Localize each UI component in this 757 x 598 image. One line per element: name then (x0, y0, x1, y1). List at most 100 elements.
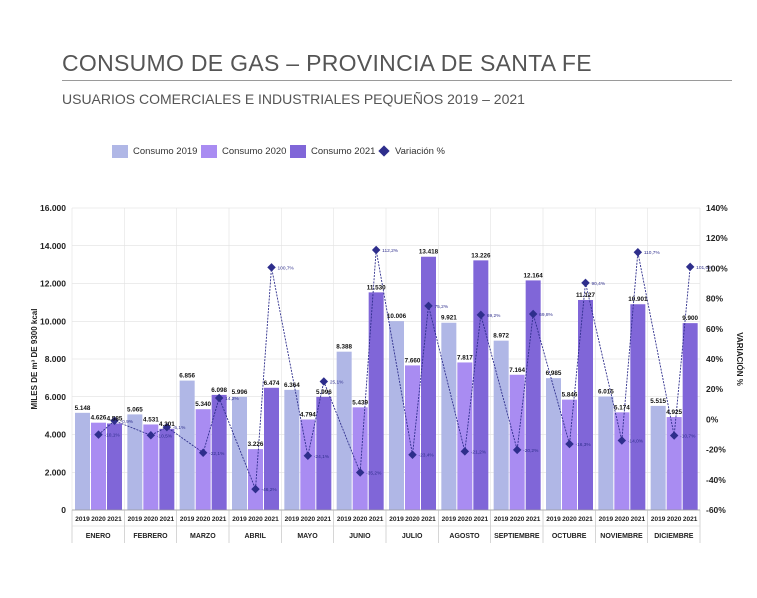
x-year-label: 2021 (369, 516, 384, 523)
variation-marker (371, 245, 381, 255)
bar-value-label: 4.531 (143, 416, 159, 423)
x-category-label: NOVIEMBRE (600, 533, 643, 540)
legend-swatch-2020 (201, 145, 217, 158)
variation-label: -10,5% (157, 433, 173, 439)
variation-label: -16,3% (576, 442, 592, 448)
variation-marker (267, 263, 276, 272)
x-year-label: 2019 (180, 516, 195, 523)
bar-abril-2021 (264, 387, 279, 510)
variation-label: 90,4% (592, 281, 606, 287)
bar-value-label: 5.996 (232, 389, 248, 396)
variation-marker (146, 431, 156, 440)
variation-marker (528, 309, 538, 319)
bar-value-label: 7.660 (405, 357, 421, 364)
x-year-label: 2019 (128, 516, 143, 523)
y2-tick-label: -60% (706, 505, 726, 515)
variation-label: -21,2% (471, 449, 487, 455)
x-year-label: 2021 (683, 516, 698, 523)
bar-diciembre-2019 (650, 405, 666, 510)
bar-value-label: 8.388 (336, 344, 352, 351)
bar-diciembre-2020 (666, 417, 682, 510)
variation-marker (565, 439, 574, 449)
y-axis-title: MILES DE m³ DE 9300 kcal (30, 309, 39, 410)
bar-febrero-2021 (159, 428, 175, 510)
bar-marzo-2019 (179, 380, 195, 510)
variation-label: -22,1% (209, 451, 225, 457)
x-category-label: SEPTIEMBRE (494, 533, 540, 540)
bar-octubre-2020 (562, 399, 577, 510)
variation-line (98, 249, 691, 490)
bar-value-label: 4.925 (666, 409, 682, 416)
variation-marker (476, 310, 486, 320)
bar-value-label: 5.846 (562, 392, 578, 399)
bar-value-label: 5.439 (352, 399, 368, 406)
bar-octubre-2021 (578, 299, 593, 510)
x-category-label: AGOSTO (449, 533, 480, 540)
bar-marzo-2020 (195, 409, 211, 510)
bar-value-label: 5.515 (650, 398, 666, 405)
x-category-label: DICIEMBRE (654, 533, 694, 540)
variation-label: 69,8% (539, 312, 553, 318)
bar-value-label: 4.626 (91, 415, 107, 422)
bar-junio-2021 (368, 292, 384, 510)
y-tick-label: 16.000 (40, 203, 66, 213)
title-divider (62, 80, 732, 81)
bar-value-label: 4.301 (159, 421, 175, 428)
bar-value-label: 5.148 (75, 405, 91, 412)
bar-septiembre-2019 (493, 340, 509, 510)
variation-marker (633, 248, 643, 257)
y2-tick-label: -40% (706, 475, 726, 485)
variation-marker (685, 262, 695, 272)
variation-label: 100,7% (278, 265, 295, 271)
bar-julio-2020 (405, 365, 420, 510)
bar-junio-2019 (336, 351, 352, 510)
bar-agosto-2021 (473, 260, 489, 510)
bar-value-label: 4.585 (107, 415, 123, 422)
y2-tick-label: 40% (706, 354, 723, 364)
bar-value-label: 5.174 (614, 404, 630, 411)
variation-label: 101,0% (696, 265, 713, 271)
variation-marker (581, 278, 590, 288)
bar-value-label: 6.856 (179, 373, 195, 380)
x-year-label: 2020 (667, 516, 682, 523)
bar-value-label: 13.418 (419, 249, 439, 256)
y2-tick-label: 120% (706, 233, 728, 243)
bar-value-label: 5.340 (195, 401, 211, 408)
legend-swatch-2021 (290, 145, 306, 158)
bar-septiembre-2021 (525, 280, 541, 510)
bar-value-label: 3.226 (248, 441, 264, 448)
bar-value-label: 8.972 (493, 333, 509, 340)
x-year-label: 2019 (232, 516, 247, 523)
variation-marker (110, 416, 119, 426)
variation-marker (669, 431, 679, 440)
chart-subtitle: USUARIOS COMERCIALES E INDUSTRIALES PEQU… (62, 91, 525, 107)
variation-label: 110,7% (644, 250, 661, 256)
variation-label: -20,2% (523, 448, 539, 454)
y2-tick-label: -20% (706, 445, 726, 455)
x-category-label: JUNIO (349, 533, 371, 540)
chart-title: CONSUMO DE GAS – PROVINCIA DE SANTA FE (62, 50, 592, 76)
variation-label: 75,2% (435, 304, 449, 310)
bar-value-label: 6.364 (284, 382, 300, 389)
y-tick-label: 6.000 (45, 392, 67, 402)
x-year-label: 2019 (389, 516, 404, 523)
variation-marker (408, 450, 417, 459)
bar-value-label: 6.985 (546, 370, 562, 377)
variation-label: 69,2% (487, 313, 501, 319)
bar-value-label: 5.065 (127, 406, 143, 413)
x-category-label: OCTUBRE (552, 533, 587, 540)
variation-marker (303, 451, 313, 461)
variation-label: -10,1% (105, 433, 121, 439)
x-year-label: 2021 (317, 516, 332, 523)
y-tick-label: 12.000 (40, 279, 66, 289)
bar-junio-2020 (352, 407, 368, 510)
x-year-label: 2021 (631, 516, 646, 523)
y-tick-label: 2.000 (45, 467, 67, 477)
variation-marker (94, 430, 103, 439)
variation-marker (251, 484, 260, 494)
bar-value-label: 10.901 (628, 296, 648, 303)
x-year-label: 2020 (301, 516, 316, 523)
bar-value-label: 12.164 (524, 272, 544, 279)
bar-mayo-2021 (316, 396, 332, 510)
bar-value-label: 6.015 (598, 388, 614, 395)
